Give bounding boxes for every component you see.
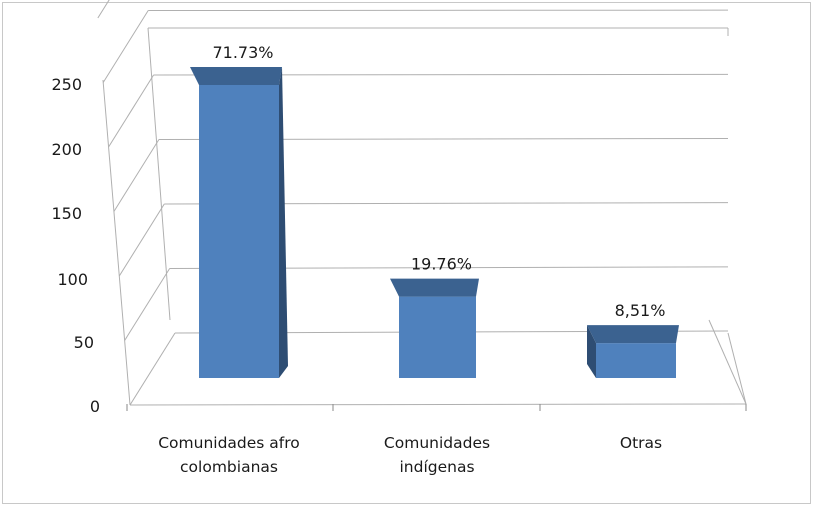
y-tick-label: 150 (51, 204, 82, 223)
data-label: 19.76% (411, 255, 472, 274)
y-tick-label: 100 (57, 270, 88, 289)
bar-top-face (587, 325, 679, 344)
bar-side-face (587, 325, 596, 378)
data-label: 71.73% (212, 43, 273, 62)
bar (390, 278, 479, 378)
axes (102, 27, 747, 411)
category-label: Comunidades (384, 434, 490, 452)
category-label: indígenas (399, 458, 474, 476)
bar-front-face (596, 343, 676, 378)
labels: 0 50 100 150 200 250 71.73% 19.76% 8,51% Comunida… (51, 43, 665, 476)
bar-front-face (199, 85, 279, 378)
data-label: 8,51% (615, 301, 666, 320)
bar (587, 325, 679, 378)
gridline-left (129, 332, 176, 406)
bar-side-face (279, 67, 288, 378)
category-label: Comunidades afro (158, 434, 300, 452)
y-tick-label: 0 (90, 397, 100, 416)
category-label: colombianas (180, 458, 278, 476)
y-tick-label: 200 (51, 140, 82, 159)
gridline-left (102, 10, 149, 83)
bar (190, 67, 288, 378)
floor-back-right (708, 319, 747, 405)
bar-top-face (390, 278, 479, 297)
bar-front-face (399, 296, 476, 378)
left-wall-back-edge (147, 27, 171, 321)
category-label: Otras (620, 434, 662, 452)
floor-front-edge (129, 403, 747, 406)
gridline-left (118, 203, 165, 277)
gridline-left (124, 268, 171, 341)
y-tick-label: 50 (74, 333, 94, 352)
y-tick-label: 250 (51, 75, 82, 94)
bars (190, 67, 679, 378)
left-wall-front-edge (102, 79, 131, 406)
bar-top-face (190, 67, 282, 85)
gridline-left (113, 139, 160, 212)
gridline-left (108, 74, 154, 148)
gridline-left (97, 0, 110, 19)
floor-right-edge (727, 332, 747, 405)
